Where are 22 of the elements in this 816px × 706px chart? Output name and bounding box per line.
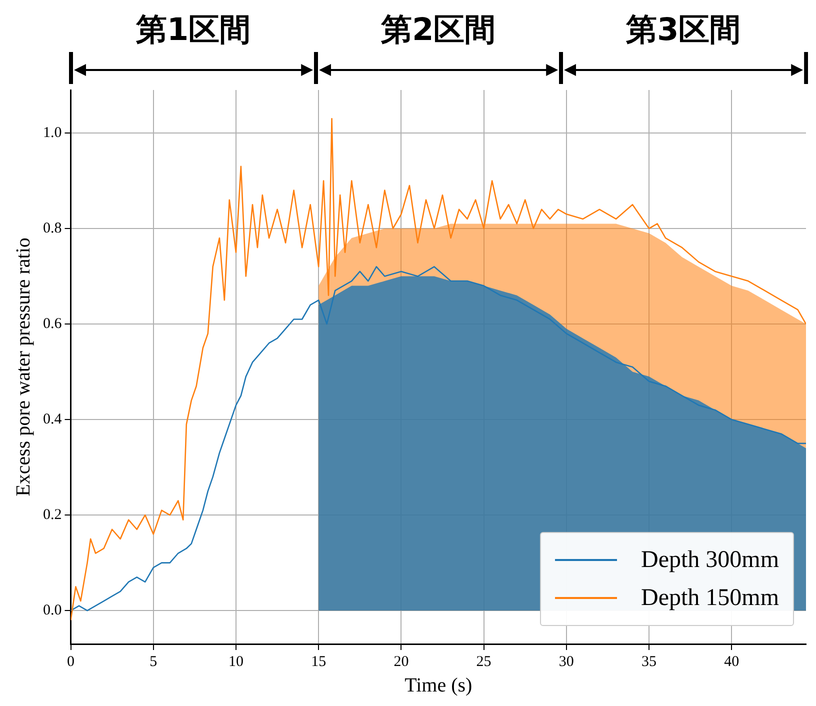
x-tick-label: 40	[724, 654, 740, 670]
x-tick-label: 25	[476, 654, 492, 670]
x-tick-label: 20	[394, 654, 409, 670]
text: 第3区間	[625, 11, 742, 50]
y-tick-label: 0.4	[43, 411, 62, 428]
y-tick-label: 1.0	[43, 124, 62, 141]
y-tick-label: 0.0	[43, 602, 62, 619]
y-axis-title: Excess pore water pressure ratio	[12, 238, 34, 496]
text: 第2区間	[380, 11, 497, 50]
x-tick-label: 30	[558, 654, 574, 670]
y-tick-label: 0.6	[43, 316, 62, 332]
x-tick-label: 5	[150, 654, 158, 670]
legend-label: Depth 150mm	[641, 584, 779, 613]
legend-label: Depth 300mm	[641, 546, 779, 575]
y-tick-label: 0.8	[43, 220, 62, 236]
x-tick-label: 15	[311, 654, 326, 670]
y-tick-label: 0.2	[43, 506, 62, 523]
x-tick-label: 35	[642, 654, 657, 670]
x-tick-label: 0	[67, 654, 74, 670]
text: 第1区間	[135, 11, 252, 50]
x-tick-label: 10	[228, 654, 244, 670]
x-axis-title: Time (s)	[404, 674, 472, 696]
